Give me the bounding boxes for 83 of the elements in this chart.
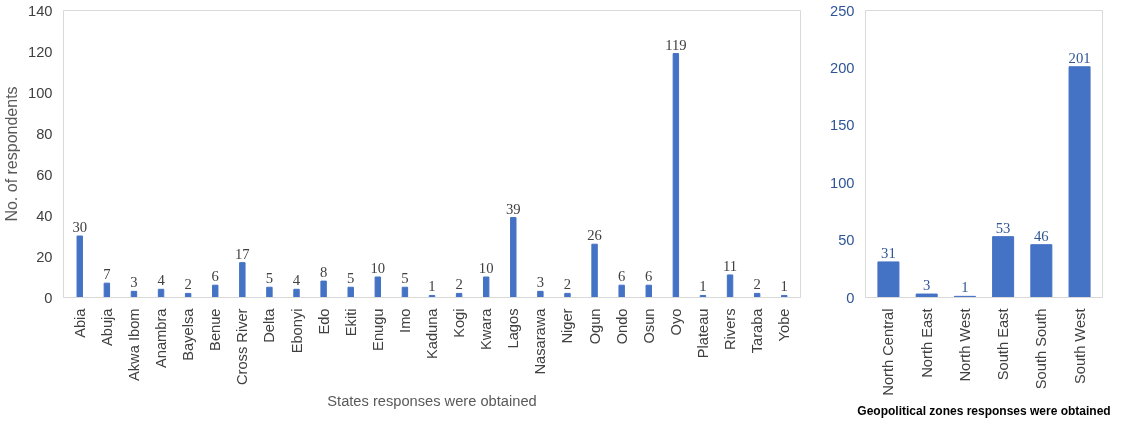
- y-tick-label: 150: [830, 117, 855, 134]
- x-tick-label: Cross River: [234, 308, 251, 386]
- y-tick-label: 250: [830, 2, 855, 19]
- x-tick-label: Edo: [315, 308, 332, 335]
- y-tick-label: 40: [36, 207, 53, 224]
- data-label: 30: [72, 219, 88, 235]
- data-label: 2: [184, 276, 192, 293]
- x-tick-label: Ekiti: [342, 308, 359, 337]
- x-tick-label: Ebonyi: [288, 308, 305, 354]
- y-tick-label: 80: [36, 125, 53, 142]
- data-label: 2: [563, 276, 572, 293]
- data-label: 10: [478, 260, 494, 276]
- data-label: 1: [428, 278, 436, 295]
- data-label: 2: [753, 276, 761, 293]
- data-label: 6: [618, 268, 626, 285]
- data-label: 3: [130, 274, 138, 291]
- x-tick-label: Benue: [207, 308, 224, 351]
- data-label: 5: [347, 270, 355, 287]
- y-tick-label: 100: [830, 174, 855, 191]
- y-tick-label: 50: [838, 232, 855, 249]
- x-tick-label: North Central: [880, 308, 897, 396]
- x-tick-label: South West: [1071, 308, 1088, 384]
- y-axis-title: No. of respondents: [3, 86, 21, 222]
- x-tick-label: Enugu: [369, 308, 386, 351]
- data-label: 39: [505, 200, 521, 217]
- x-tick-label: Yobe: [776, 308, 793, 342]
- data-label: 7: [103, 266, 111, 283]
- x-tick-label: Ondo: [613, 308, 630, 345]
- data-label: 26: [587, 227, 602, 244]
- data-label: 6: [211, 268, 219, 285]
- data-label: 3: [536, 274, 545, 291]
- data-label: 3: [923, 277, 931, 294]
- data-label: 4: [157, 272, 166, 289]
- x-tick-label: Imo: [396, 308, 413, 333]
- data-label: 2: [455, 276, 463, 293]
- x-tick-label: Abia: [71, 307, 88, 338]
- data-label: 201: [1068, 49, 1091, 66]
- x-tick-label: Lagos: [505, 308, 522, 349]
- data-label: 8: [319, 264, 328, 281]
- data-label: 46: [1034, 227, 1049, 244]
- x-tick-label: South South: [1033, 308, 1050, 390]
- data-label: 31: [881, 244, 896, 261]
- data-label: 1: [699, 278, 707, 295]
- x-tick-label: South East: [995, 308, 1012, 381]
- x-axis-title: States responses were obtained: [327, 393, 537, 410]
- x-tick-label: Niger: [559, 308, 576, 344]
- y-tick-label: 200: [830, 59, 855, 76]
- data-label: 119: [665, 36, 687, 53]
- data-label: 4: [292, 272, 301, 289]
- data-label: 1: [961, 279, 969, 296]
- data-label: 6: [645, 268, 653, 285]
- x-tick-label: Delta: [261, 307, 278, 343]
- y-tick-label: 0: [846, 289, 855, 306]
- data-label: 17: [235, 245, 250, 262]
- x-tick-label: Abuja: [98, 307, 115, 346]
- x-tick-label: Kaduna: [424, 307, 440, 360]
- x-tick-label: Rivers: [722, 308, 739, 351]
- x-tick-label: Nasarawa: [532, 307, 549, 375]
- x-tick-label: Bayelsa: [180, 307, 197, 361]
- x-tick-label: Oyo: [667, 308, 684, 336]
- x-tick-label: Osun: [640, 308, 657, 344]
- data-label: 1: [780, 278, 788, 295]
- y-tick-label: 0: [44, 289, 53, 306]
- x-tick-label: North East: [918, 308, 935, 378]
- x-axis-title: Geopolitical zones responses were obtained: [857, 403, 1111, 418]
- y-tick-label: 20: [36, 248, 53, 265]
- data-label: 5: [401, 270, 409, 287]
- y-tick-label: 100: [28, 84, 53, 101]
- x-tick-label: Ogun: [586, 308, 603, 345]
- x-tick-label: Taraba: [749, 307, 766, 354]
- x-tick-label: Plateau: [694, 308, 711, 359]
- data-label: 11: [723, 257, 738, 274]
- y-tick-label: 120: [28, 43, 53, 60]
- x-tick-label: Akwa Ibom: [125, 308, 142, 381]
- x-tick-label: Kogi: [451, 308, 468, 338]
- y-tick-label: 60: [36, 166, 53, 183]
- x-tick-label: Kwara: [478, 307, 495, 351]
- x-tick-label: North West: [956, 308, 973, 382]
- data-label: 10: [370, 260, 386, 276]
- x-tick-label: Anambra: [153, 307, 170, 368]
- data-label: 5: [265, 270, 274, 287]
- y-tick-label: 140: [28, 2, 53, 19]
- data-label: 53: [995, 219, 1011, 236]
